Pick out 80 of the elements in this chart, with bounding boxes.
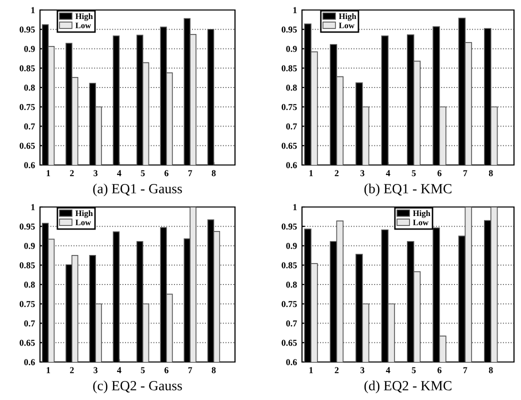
y-tick-label: 0.65 bbox=[282, 340, 297, 346]
y-tick-label: 0.7 bbox=[24, 320, 35, 327]
x-tick-label: 8 bbox=[488, 367, 493, 374]
y-tick-label: 0.9 bbox=[24, 46, 35, 52]
x-tick-label: 5 bbox=[140, 367, 145, 374]
y-tick-label: 0.75 bbox=[282, 301, 297, 308]
text: (c) EQ2 - Gauss bbox=[93, 380, 182, 394]
x-tick-label: 5 bbox=[412, 367, 416, 374]
y-tick-label: 0.75 bbox=[20, 301, 35, 308]
y-tick-label: 0.6 bbox=[24, 162, 35, 168]
x-tick-label: 4 bbox=[117, 367, 122, 374]
y-tick-label: 1 bbox=[293, 204, 297, 210]
legend-label: High bbox=[412, 210, 430, 218]
y-tick-label: 0.65 bbox=[20, 340, 35, 346]
y-tick-label: 0.65 bbox=[282, 142, 297, 149]
x-tick-label: 2 bbox=[70, 170, 74, 176]
x-tick-label: 6 bbox=[438, 170, 442, 176]
y-tick-label: 0.7 bbox=[286, 320, 297, 327]
y-tick-label: 1 bbox=[31, 7, 35, 14]
x-tick-label: 3 bbox=[360, 170, 364, 176]
y-tick-label: 0.8 bbox=[286, 84, 297, 91]
x-tick-label: 8 bbox=[212, 170, 216, 176]
y-tick-label: 0.8 bbox=[24, 282, 35, 288]
x-tick-label: 4 bbox=[386, 367, 390, 374]
y-tick-label: 0.85 bbox=[20, 262, 35, 268]
x-tick-label: 4 bbox=[386, 170, 390, 176]
x-tick-label: 3 bbox=[360, 367, 364, 374]
y-tick-label: 1 bbox=[31, 204, 35, 210]
y-tick-label: 0.9 bbox=[286, 242, 297, 250]
x-tick-label: 7 bbox=[463, 367, 468, 374]
y-tick-label: 0.85 bbox=[282, 65, 297, 72]
y-tick-label: 0.95 bbox=[20, 224, 35, 230]
x-tick-label: 1 bbox=[309, 170, 313, 176]
y-tick-label: 0.8 bbox=[286, 282, 297, 288]
legend-label: High bbox=[75, 210, 93, 218]
y-tick-label: 0.6 bbox=[286, 359, 297, 366]
y-tick-label: 0.9 bbox=[286, 46, 297, 52]
y-tick-label: 1 bbox=[293, 7, 297, 14]
text: (d) EQ2 - KMC bbox=[364, 380, 452, 394]
x-tick-label: 3 bbox=[94, 170, 98, 176]
x-tick-label: 7 bbox=[188, 170, 192, 176]
y-tick-label: 0.8 bbox=[24, 84, 35, 91]
y-tick-label: 0.6 bbox=[24, 359, 35, 366]
legend-label: High bbox=[338, 13, 356, 21]
x-tick-label: 8 bbox=[212, 367, 216, 374]
y-tick-label: 0.9 bbox=[24, 242, 35, 250]
x-tick-label: 5 bbox=[412, 170, 416, 176]
legend-label: Low bbox=[412, 220, 429, 226]
x-tick-label: 2 bbox=[334, 170, 339, 176]
x-tick-label: 1 bbox=[46, 367, 50, 374]
y-tick-label: 0.95 bbox=[282, 26, 297, 33]
legend-label: Low bbox=[75, 22, 92, 28]
x-tick-label: 4 bbox=[117, 170, 122, 176]
x-tick-label: 6 bbox=[164, 367, 168, 374]
y-tick-label: 0.95 bbox=[20, 26, 35, 33]
legend-label: Low bbox=[338, 22, 354, 28]
y-tick-label: 0.95 bbox=[282, 224, 297, 230]
x-tick-label: 6 bbox=[164, 170, 168, 176]
x-tick-label: 2 bbox=[334, 367, 339, 374]
x-tick-label: 1 bbox=[46, 170, 50, 176]
x-tick-label: 2 bbox=[70, 367, 74, 374]
text: (b) EQ1 - KMC bbox=[364, 184, 452, 196]
y-tick-label: 0.7 bbox=[24, 123, 35, 130]
x-tick-label: 7 bbox=[463, 170, 468, 176]
x-tick-label: 3 bbox=[94, 367, 98, 374]
legend-label: Low bbox=[75, 220, 92, 226]
y-tick-label: 0.7 bbox=[286, 123, 297, 130]
x-tick-label: 1 bbox=[309, 367, 313, 374]
x-tick-label: 6 bbox=[438, 367, 442, 374]
x-tick-label: 5 bbox=[140, 170, 145, 176]
y-tick-label: 0.75 bbox=[282, 104, 297, 110]
y-tick-label: 0.65 bbox=[20, 142, 35, 149]
y-tick-label: 0.85 bbox=[20, 65, 35, 72]
y-tick-label: 0.75 bbox=[20, 104, 35, 110]
x-tick-label: 7 bbox=[188, 367, 192, 374]
y-tick-label: 0.6 bbox=[286, 162, 297, 168]
x-tick-label: 8 bbox=[488, 170, 493, 176]
text: (a) EQ1 - Gauss bbox=[93, 184, 182, 196]
legend-label: High bbox=[75, 13, 93, 21]
y-tick-label: 0.85 bbox=[282, 262, 297, 268]
